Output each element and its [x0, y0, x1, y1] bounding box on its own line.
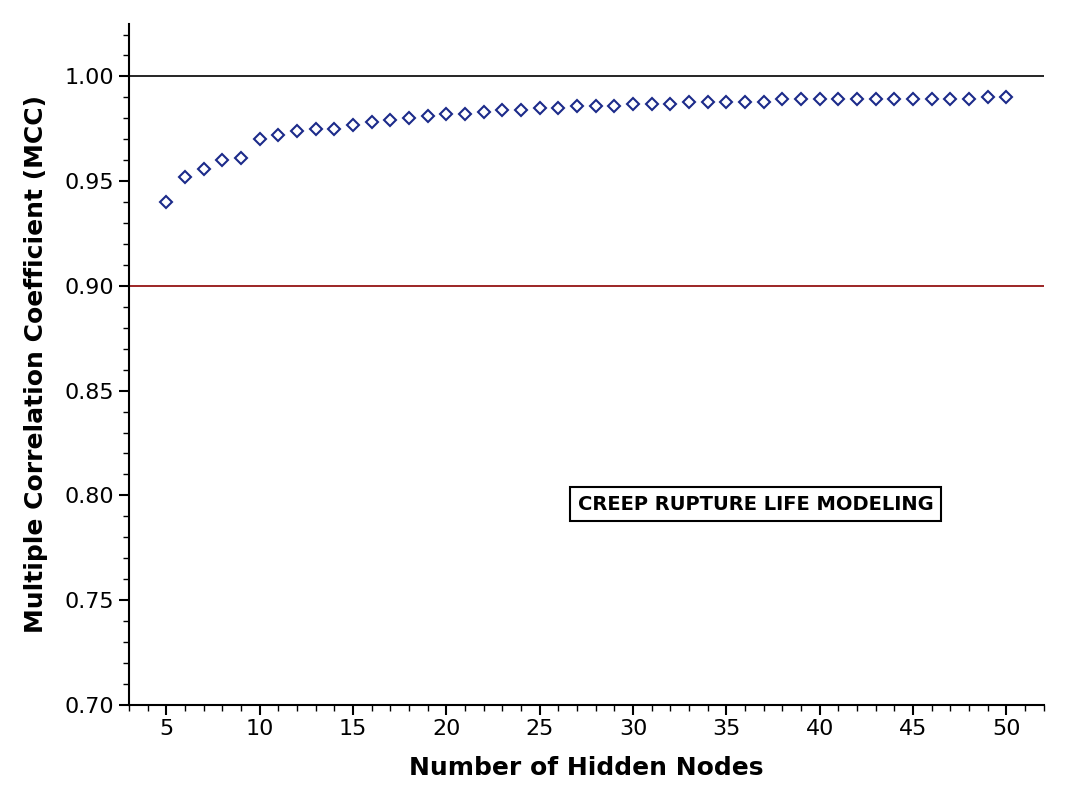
X-axis label: Number of Hidden Nodes: Number of Hidden Nodes	[409, 756, 764, 780]
Text: CREEP RUPTURE LIFE MODELING: CREEP RUPTURE LIFE MODELING	[578, 494, 934, 513]
Y-axis label: Multiple Correlation Coefficient (MCC): Multiple Correlation Coefficient (MCC)	[25, 95, 48, 634]
